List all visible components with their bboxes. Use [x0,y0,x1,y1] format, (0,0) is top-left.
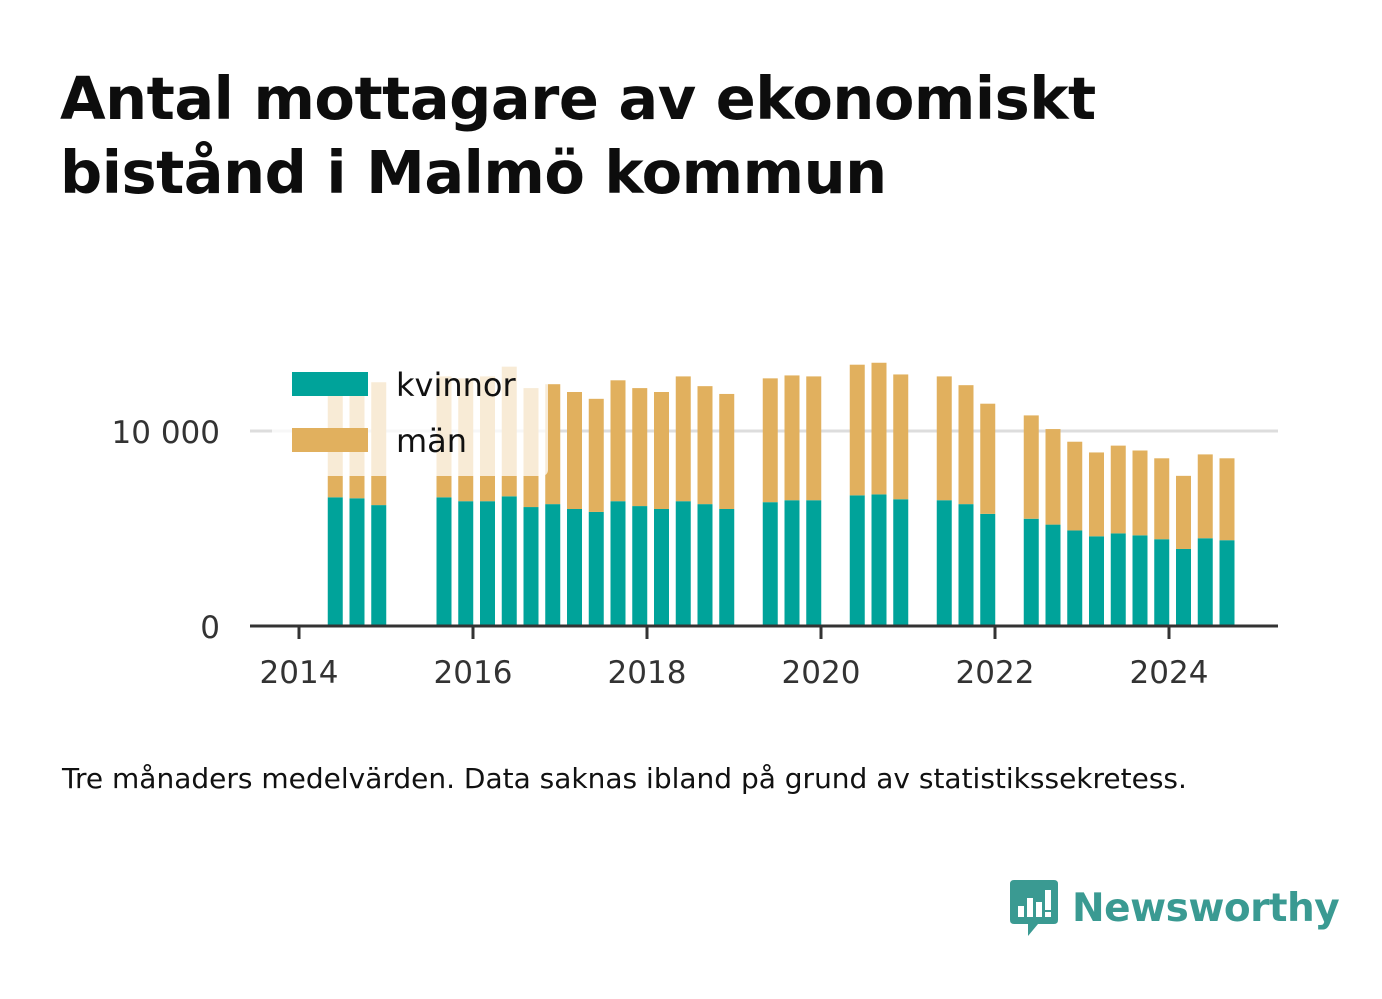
bar-kvinnor [893,499,909,626]
bar-kvinnor [371,505,387,626]
bar-kvinnor [610,501,626,626]
bar-kvinnor [458,501,474,626]
bar-man [784,375,800,501]
bar-kvinnor [1023,518,1039,626]
bar-man [762,378,778,503]
bar-kvinnor [1089,536,1104,626]
y-tick-label: 10 000 [112,415,220,451]
brand-name: Newsworthy [1072,885,1340,931]
bar-man [936,376,952,501]
bar-kvinnor [1110,533,1126,626]
bar-kvinnor [1219,540,1235,626]
x-tick-label: 2020 [782,655,861,691]
bar-man [1067,441,1083,531]
bar-kvinnor [632,506,648,626]
bar-kvinnor [588,511,604,626]
bar-man [1023,415,1039,519]
bar-man [980,403,996,514]
bar-kvinnor [675,501,691,626]
bar-kvinnor [871,494,887,626]
bar-kvinnor [1197,538,1213,626]
x-tick-label: 2022 [956,655,1035,691]
bar-man [588,398,604,512]
x-tick-label: 2024 [1130,655,1209,691]
bar-kvinnor [567,509,582,626]
bar-man [893,374,909,500]
bar-kvinnor [1045,524,1061,626]
y-tick-label: 0 [200,610,220,646]
bar-kvinnor [762,502,778,626]
x-tick-label: 2016 [434,655,513,691]
axes: 0 10 000 2014 2016 2018 2020 2022 2024 [112,415,1278,691]
bar-man [958,385,974,505]
bar-kvinnor [545,504,561,626]
bar-man [1219,458,1235,541]
legend-label-man: män [396,422,467,460]
bar-kvinnor [958,504,974,626]
legend-label-kvinnor: kvinnor [396,366,517,404]
bar-man [1045,429,1061,525]
bar-man [632,388,648,507]
newsworthy-logo-icon [1010,880,1058,936]
bar-chart: 0 10 000 2014 2016 2018 2020 2022 2024 kvinnor … [111,356,1278,691]
bar-kvinnor [784,500,800,626]
bar-kvinnor [806,500,822,626]
bar-man [849,364,865,496]
bar-kvinnor [436,497,452,626]
chart-title: Antal mottagare av ekonomiskt bistånd i … [60,64,1096,207]
bar-man [654,392,669,509]
bar-kvinnor [1067,530,1083,626]
bar-kvinnor [849,495,865,626]
bar-kvinnor [480,501,495,626]
bar-kvinnor [1176,548,1191,626]
bar-kvinnor [980,513,996,626]
bar-man [567,392,582,509]
bar-man [1154,458,1170,540]
bar-man [1110,445,1126,534]
bar-man [871,362,887,495]
bar-man [545,384,561,505]
bar-kvinnor [501,496,517,626]
bar-kvinnor [523,507,539,626]
bar-kvinnor [654,509,669,626]
legend-swatch-man [292,428,368,452]
bar-man [1197,454,1213,539]
bar-man [1176,475,1191,549]
bar-kvinnor [327,497,343,626]
bar-kvinnor [1154,539,1170,626]
bar-man [1089,452,1104,537]
bar-man [697,386,713,505]
bar-kvinnor [349,498,365,626]
x-tick-label: 2014 [260,655,339,691]
bar-man [719,393,735,509]
bar-kvinnor [719,509,735,626]
bar-man [1132,450,1148,536]
legend-swatch-kvinnor [292,372,368,396]
bar-kvinnor [936,500,952,626]
bar-kvinnor [697,504,713,626]
legend: kvinnor män [272,356,548,476]
bar-man [675,376,691,502]
bar-man [806,376,822,501]
footnote: Tre månaders medelvärden. Data saknas ib… [62,762,1187,795]
brand-logo: Newsworthy [1008,876,1340,940]
bar-kvinnor [1132,535,1148,626]
x-tick-label: 2018 [608,655,687,691]
bar-man [610,380,626,502]
